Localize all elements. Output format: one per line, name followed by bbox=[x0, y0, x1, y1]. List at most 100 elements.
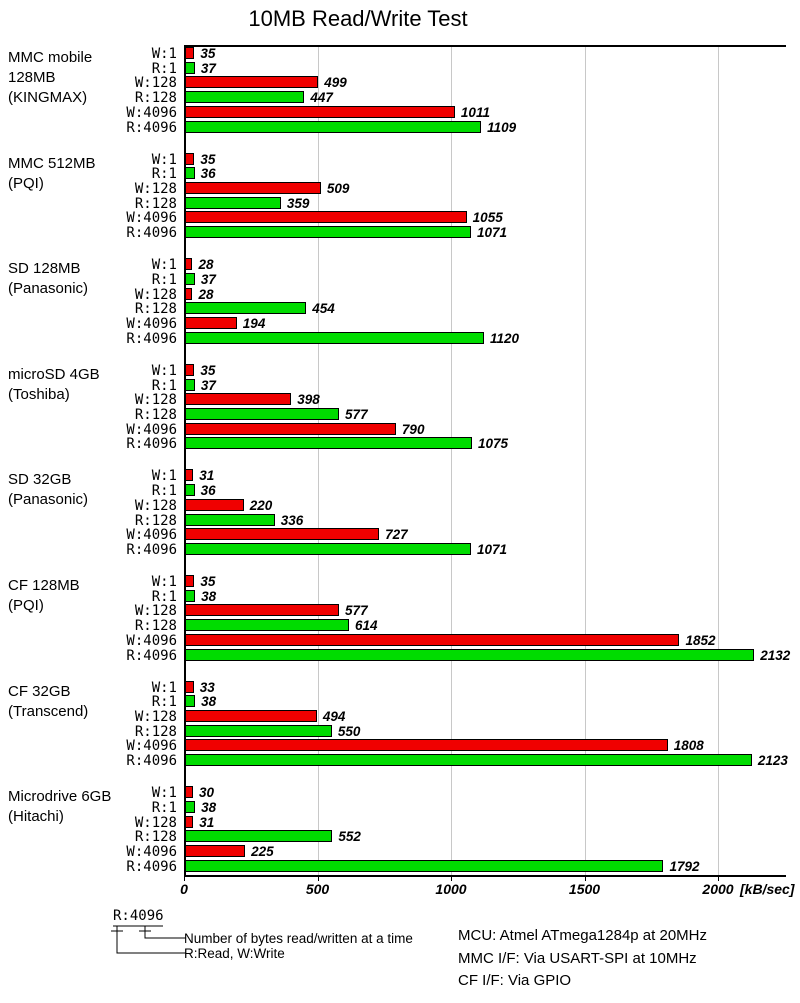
bar-value-label: 37 bbox=[200, 60, 216, 76]
x-axis-tick-label: 1000 bbox=[435, 881, 467, 897]
legend-callout-lines bbox=[111, 925, 186, 954]
bar-value-label: 509 bbox=[326, 181, 350, 196]
row-label: R:1 bbox=[151, 271, 177, 288]
row-label: W:1 bbox=[151, 785, 177, 802]
x-axis-tick bbox=[718, 877, 719, 881]
group-label-line: MMC mobile bbox=[8, 49, 93, 66]
row-label: W:128 bbox=[134, 814, 177, 831]
row-label: R:1 bbox=[151, 588, 177, 605]
bar-value-label: 614 bbox=[354, 618, 378, 634]
row-label: R:4096 bbox=[126, 330, 177, 347]
row-label: R:128 bbox=[134, 301, 177, 318]
bar-write bbox=[185, 528, 380, 541]
row-label: W:4096 bbox=[126, 210, 177, 227]
group-label-line: (Panasonic) bbox=[8, 491, 89, 509]
bar-value-label: 398 bbox=[297, 392, 320, 408]
bar-value-label: 336 bbox=[280, 512, 304, 528]
x-axis-tick-label: 1500 bbox=[568, 881, 601, 897]
bar-write bbox=[185, 575, 195, 587]
row-label: R:1 bbox=[151, 60, 177, 77]
row-label: W:4096 bbox=[126, 527, 177, 544]
legend-key-text: R:4096 bbox=[113, 908, 164, 924]
bar-value-label: 499 bbox=[324, 75, 347, 91]
bar-value-label: 225 bbox=[251, 844, 274, 859]
group-label: MMC mobile 128MB (KINGMAX) bbox=[8, 48, 92, 108]
row-label: W:128 bbox=[134, 181, 177, 197]
row-label: R:4096 bbox=[126, 436, 177, 453]
group-label-line: (Hitachi) bbox=[8, 808, 64, 826]
bar-read bbox=[185, 589, 196, 602]
bar-value-label: 550 bbox=[337, 723, 361, 739]
bar-write bbox=[185, 633, 680, 646]
bar-value-label: 35 bbox=[200, 362, 216, 378]
bar-write bbox=[185, 815, 194, 828]
bar-read bbox=[185, 800, 196, 813]
bar-read bbox=[185, 331, 485, 344]
gridline-500 bbox=[317, 47, 319, 875]
bar-value-label: 28 bbox=[198, 257, 214, 273]
bar-write bbox=[185, 47, 195, 59]
row-label: W:1 bbox=[151, 257, 177, 274]
bar-read bbox=[185, 513, 275, 526]
row-label: W:4096 bbox=[126, 632, 177, 649]
row-label: R:1 bbox=[151, 483, 177, 500]
bar-value-label: 2123 bbox=[757, 753, 788, 769]
hardware-info: MCU: Atmel ATmega1284p at 20MHz MMC I/F:… bbox=[458, 925, 707, 993]
bar-write bbox=[185, 152, 195, 165]
group-label-line: Microdrive 6GB bbox=[8, 788, 112, 806]
bar-value-label: 552 bbox=[338, 829, 361, 845]
x-axis-tick bbox=[317, 877, 319, 881]
bar-value-label: 28 bbox=[198, 286, 214, 302]
row-label: W:128 bbox=[134, 75, 177, 92]
x-axis-tick-label: 500 bbox=[305, 881, 330, 897]
group-label: Microdrive 6GB (Hitachi) bbox=[8, 787, 111, 827]
bar-write bbox=[185, 76, 319, 89]
group-label-line: (Panasonic) bbox=[8, 280, 89, 298]
hardware-info-line-cf: CF I/F: Via GPIO bbox=[458, 972, 572, 989]
bar-value-label: 494 bbox=[322, 709, 346, 724]
bar-value-label: 1055 bbox=[472, 210, 503, 226]
group-label-line: (PQI) bbox=[8, 597, 44, 614]
row-label: R:4096 bbox=[126, 119, 177, 136]
bar-read bbox=[185, 724, 332, 737]
bar-value-label: 30 bbox=[199, 785, 215, 801]
row-label: R:1 bbox=[151, 694, 177, 711]
group-label: SD 128MB (Panasonic) bbox=[8, 259, 88, 299]
bar-write bbox=[185, 317, 237, 329]
gridline-2000 bbox=[718, 47, 719, 875]
bar-write bbox=[185, 182, 321, 194]
bar-value-label: 1109 bbox=[487, 119, 517, 135]
row-label: R:4096 bbox=[126, 858, 177, 875]
bar-write bbox=[185, 739, 668, 752]
row-label: W:4096 bbox=[126, 738, 177, 755]
group-label-line: microSD 4GB bbox=[8, 365, 100, 383]
group-label: CF 128MB (PQI) bbox=[8, 576, 80, 616]
bar-read bbox=[185, 859, 664, 872]
row-label: R:128 bbox=[134, 618, 177, 635]
legend-note-readwrite: R:Read, W:Write bbox=[184, 946, 285, 961]
group-label: SD 32GB (Panasonic) bbox=[8, 470, 88, 510]
bar-value-label: 790 bbox=[401, 421, 425, 437]
bar-value-label: 220 bbox=[249, 497, 273, 513]
group-label-line: SD 32GB bbox=[8, 471, 72, 489]
x-axis-tick bbox=[451, 877, 452, 881]
bar-write bbox=[185, 258, 193, 271]
bar-value-label: 1852 bbox=[685, 632, 716, 648]
bar-value-label: 1075 bbox=[478, 436, 509, 452]
bar-value-label: 194 bbox=[242, 316, 266, 331]
bar-read bbox=[185, 302, 307, 315]
group-label-line: (KINGMAX) bbox=[8, 89, 88, 106]
bar-value-label: 359 bbox=[286, 195, 310, 211]
bar-value-label: 38 bbox=[201, 799, 217, 815]
bar-write bbox=[185, 845, 246, 857]
bar-read bbox=[185, 407, 340, 420]
gridline-1500 bbox=[584, 47, 586, 875]
bar-value-label: 38 bbox=[201, 694, 217, 710]
row-label: W:4096 bbox=[126, 316, 177, 332]
hardware-info-line-mmc: MMC I/F: Via USART-SPI at 10MHz bbox=[458, 949, 697, 967]
row-label: R:4096 bbox=[126, 541, 177, 558]
hardware-info-line-mcu: MCU: Atmel ATmega1284p at 20MHz bbox=[458, 927, 707, 944]
bar-write bbox=[185, 786, 193, 799]
bar-read bbox=[185, 619, 349, 632]
bar-read bbox=[185, 484, 195, 497]
